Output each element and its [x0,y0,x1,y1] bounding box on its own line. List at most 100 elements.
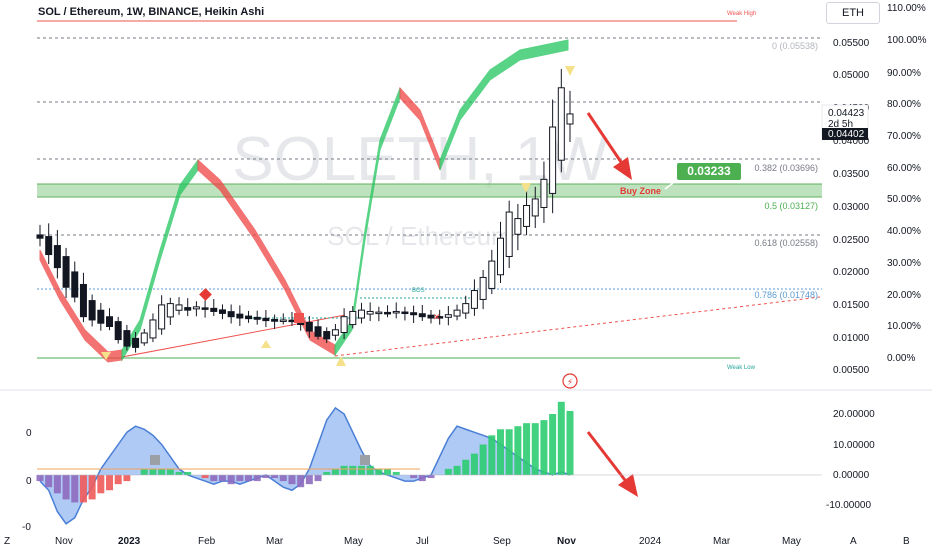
target-price-badge[interactable] [677,163,741,180]
time-label: Sep [493,536,511,547]
osc-hist-bar [305,475,313,485]
osc-hist-bar [531,423,539,475]
osc-hist-bar [462,459,470,475]
osc-hist-bar [505,429,513,475]
time-label: Mar [266,536,284,547]
osc-hist-bar [184,471,192,475]
candle-down [323,331,331,340]
candle-down [88,300,96,321]
candle-down [253,316,261,320]
osc-hist-bar [366,465,374,475]
osc-hist-bar [245,475,253,482]
osc-hist-bar [427,475,435,479]
down-arrow-osc-head [618,474,638,497]
signal-triangle-3 [101,352,111,360]
candle-up [392,310,400,314]
time-label: Nov [557,536,576,547]
candle-down [410,312,418,316]
candle-up [149,319,157,339]
time-label: Mar [713,536,731,547]
signal-triangle-4 [261,340,271,348]
osc-hist-bar [357,465,365,475]
candle-down [236,313,244,319]
candle-down [262,317,270,322]
last-price: 0.04423 [828,108,865,119]
time-axis[interactable]: Z Nov 2023 Feb Mar May Jul Sep Nov 2024 … [4,536,910,547]
fib-label-0382: 0.382 (0.03696) [754,163,818,173]
price-tick: 0.00500 [833,365,870,376]
osc-hist-bar [479,444,487,475]
candle-down [184,307,192,311]
osc-hist-bar [79,475,87,503]
candle-down [79,283,87,318]
osc-hist-bar [523,423,531,475]
percent-axis[interactable]: 110.00% 100.00% 90.00% 80.00% 70.00% 60.… [887,3,927,364]
pct-tick: 60.00% [887,163,921,174]
price-tick: 0.01500 [833,300,870,311]
pct-tick: 30.00% [887,258,921,269]
candle-up [549,126,557,194]
price-tick: 0.02000 [833,267,870,278]
candle-up [462,303,470,314]
osc-tick: 0.00000 [833,470,870,481]
osc-tick: -10.00000 [826,500,871,511]
pct-tick: 80.00% [887,99,921,110]
osc-hist-bar [140,468,148,475]
candle-down [271,318,279,322]
price-tick: 0.02500 [833,235,870,246]
fib-label-05: 0.5 (0.03127) [764,201,818,211]
buy-zone-band [37,184,822,197]
candle-down [106,316,114,327]
candle-down [201,307,209,310]
osc-hist-bar [71,475,79,503]
trendline-2 [334,296,821,357]
osc-left-tick: -0 [22,522,31,533]
fib-label-0618: 0.618 (0.02558) [754,238,818,248]
osc-hist-bar [340,465,348,475]
down-arrow-osc [586,431,630,485]
time-label: 2024 [639,536,662,547]
candle-up [375,311,383,315]
price-tick: 0.03000 [833,202,870,213]
time-label: 2023 [118,536,141,547]
candle-up [340,316,348,333]
candle-up [279,319,287,322]
osc-hist-bar [488,435,496,475]
candle-down [71,271,79,298]
pct-tick: 70.00% [887,131,921,142]
candle-up [349,310,357,326]
pct-tick: 100.00% [887,35,927,46]
osc-hist-bar [45,475,53,488]
candle-down [218,309,226,314]
currency-button[interactable]: ETH [826,2,880,24]
candle-down [45,236,53,256]
time-label: May [344,536,363,547]
lightning-icon[interactable] [562,373,578,389]
price-axis[interactable]: 0.05500 0.05000 0.04500 0.04000 0.03500 … [833,38,870,376]
time-left-label: Z [4,536,10,547]
osc-hist-bar [236,475,244,482]
osc-hist-bar [349,465,357,475]
osc-hist-bar [314,475,322,482]
candle-up [557,87,565,161]
price-tick: 0.03500 [833,169,870,180]
time-right-label: A [850,536,857,547]
fib-lines [37,37,822,236]
osc-hist-bar [166,468,174,475]
osc-hist-bar [540,420,548,475]
time-label: Nov [55,536,73,547]
pct-tick: 0.00% [887,353,915,364]
candle-up [158,304,166,330]
osc-hist-bar [496,429,504,475]
candle-down [401,311,409,315]
osc-hist-bar [453,465,461,475]
prev-price-box [822,128,868,140]
osc-axis[interactable]: 20.00000 10.00000 0.00000 -10.00000 [826,409,875,511]
osc-left-tick: 0 [26,476,32,487]
osc-tick: 10.00000 [833,440,875,451]
candle-down [53,245,61,269]
candle-up [531,198,539,217]
osc-hist-bar [410,475,418,479]
price-tick: 0.04000 [833,136,870,147]
